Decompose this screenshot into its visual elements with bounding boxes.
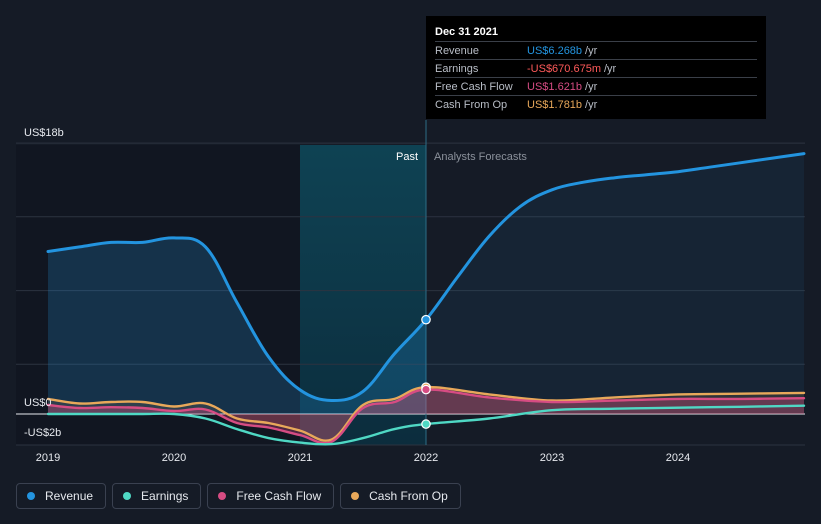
x-tick-label: 2019 xyxy=(36,452,60,464)
axis-labels: 2019 2020 2021 2022 2023 2024 US$18b US$0 -US$2b… xyxy=(24,127,690,464)
tooltip-row-free-cash-flow: Free Cash Flow US$1.621b /yr xyxy=(435,77,757,95)
legend-label: Revenue xyxy=(45,489,94,503)
tooltip-unit: /yr xyxy=(585,80,598,93)
legend-item-revenue[interactable]: Revenue xyxy=(16,483,107,509)
tooltip-row-cash-from-op: Cash From Op US$1.781b /yr xyxy=(435,95,757,113)
x-tick-label: 2023 xyxy=(540,452,564,464)
y-tick-label: -US$2b xyxy=(24,427,61,439)
legend-dot-icon xyxy=(123,492,132,500)
legend-label: Cash From Op xyxy=(369,489,448,503)
tooltip-value: -US$670.675m xyxy=(527,62,601,75)
tooltip-row-revenue: Revenue US$6.268b /yr xyxy=(435,41,757,59)
tooltip-value: US$1.781b xyxy=(527,98,583,111)
legend: Revenue Earnings Free Cash Flow Cash Fro… xyxy=(16,483,461,511)
revenue-area xyxy=(48,237,426,414)
legend-item-earnings[interactable]: Earnings xyxy=(112,483,202,509)
tooltip: Dec 31 2021 Revenue US$6.268b /yr Earnin… xyxy=(426,16,766,119)
past-label: Past xyxy=(396,151,418,163)
earnings-line xyxy=(46,404,806,446)
y-tick-label: US$0 xyxy=(24,397,52,409)
earnings-marker xyxy=(421,419,431,429)
highlight-markers xyxy=(421,314,431,429)
tooltip-unit: /yr xyxy=(604,62,617,75)
tooltip-date: Dec 31 2021 xyxy=(435,26,498,38)
tooltip-unit: /yr xyxy=(585,98,598,111)
legend-dot-icon xyxy=(218,492,227,500)
legend-dot-icon xyxy=(351,492,360,500)
tooltip-label: Earnings xyxy=(435,62,479,75)
y-tick-label: US$18b xyxy=(24,127,64,139)
series-lines xyxy=(46,152,806,446)
legend-item-free-cash-flow[interactable]: Free Cash Flow xyxy=(207,483,335,509)
tooltip-label: Cash From Op xyxy=(435,98,508,111)
free-cash-flow-area xyxy=(48,389,804,444)
tooltip-row-earnings: Earnings -US$670.675m /yr xyxy=(435,59,757,77)
tooltip-value: US$6.268b xyxy=(527,44,583,57)
x-tick-label: 2020 xyxy=(162,452,186,464)
free-cash-flow-line xyxy=(46,388,806,445)
forecast-label: Analysts Forecasts xyxy=(434,151,527,163)
free-cash-flow-marker xyxy=(421,384,431,395)
tooltip-label: Free Cash Flow xyxy=(435,80,513,93)
cash-from-op-line xyxy=(46,385,806,442)
tooltip-unit: /yr xyxy=(585,44,598,57)
tooltip-label: Revenue xyxy=(435,44,480,57)
x-tick-label: 2021 xyxy=(288,452,312,464)
legend-dot-icon xyxy=(27,492,35,500)
x-tick-label: 2022 xyxy=(414,452,438,464)
legend-item-cash-from-op[interactable]: Cash From Op xyxy=(340,483,461,509)
tooltip-value: US$1.621b xyxy=(527,80,583,93)
x-tick-label: 2024 xyxy=(666,452,690,464)
revenue-marker xyxy=(421,314,431,325)
revenue-forecast-area xyxy=(426,153,804,414)
background-layer xyxy=(16,145,426,445)
legend-label: Earnings xyxy=(141,489,189,503)
legend-label: Free Cash Flow xyxy=(236,489,322,503)
